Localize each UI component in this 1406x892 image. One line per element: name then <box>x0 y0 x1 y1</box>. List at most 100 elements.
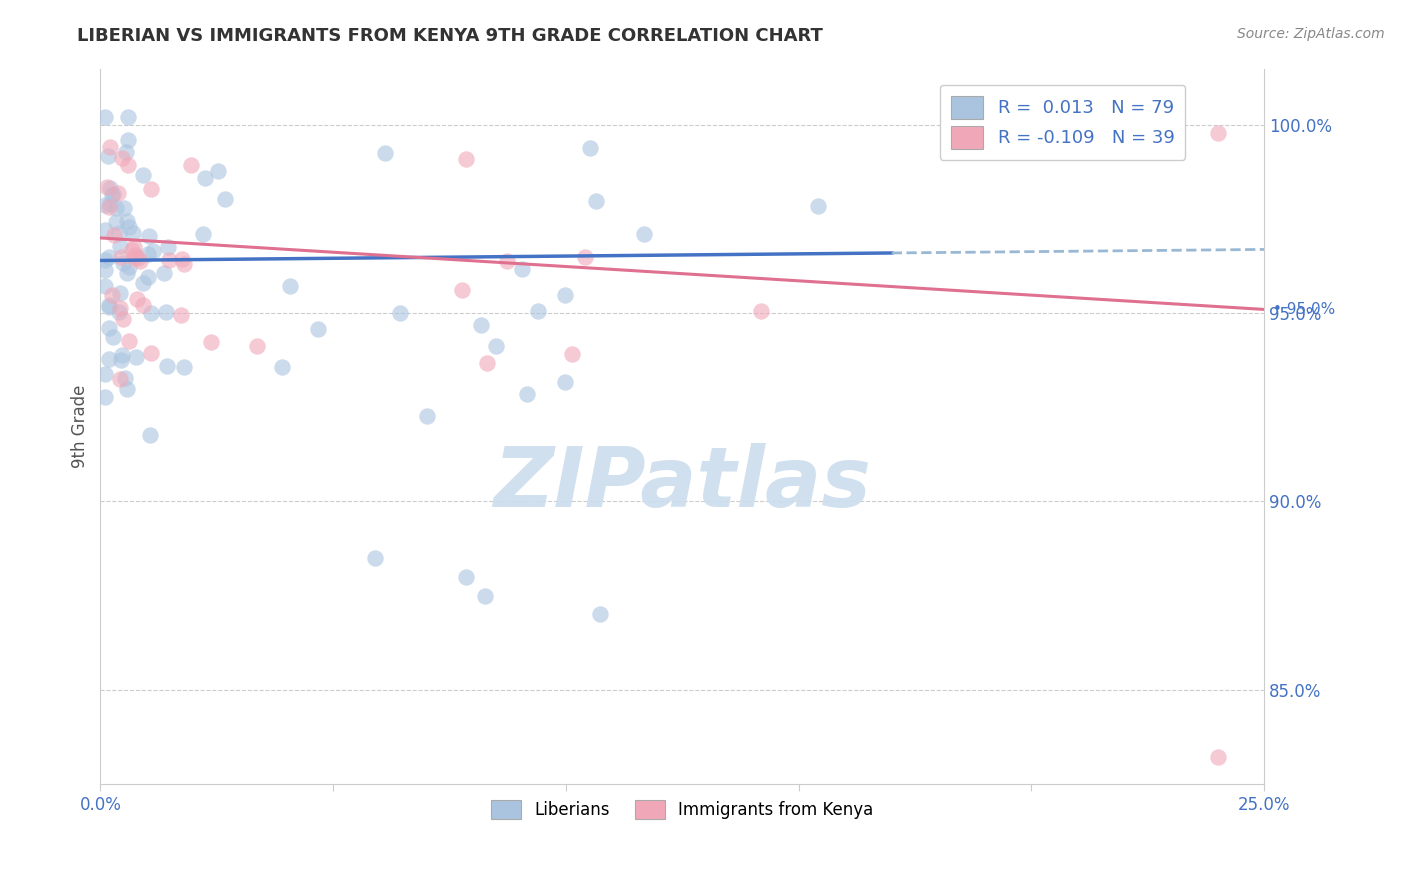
Point <box>156 240 179 254</box>
Point <box>173 359 195 374</box>
Point <box>117 111 139 125</box>
Point <box>364 550 387 565</box>
Point <box>138 247 160 261</box>
Point <box>97 250 120 264</box>
Point <box>124 240 146 254</box>
Point <box>97 149 120 163</box>
Point <box>138 229 160 244</box>
Y-axis label: 9th Grade: 9th Grade <box>72 384 89 467</box>
Point <box>172 252 194 267</box>
Point <box>169 308 191 322</box>
Legend: Liberians, Immigrants from Kenya: Liberians, Immigrants from Kenya <box>485 793 880 825</box>
Text: Source: ZipAtlas.com: Source: ZipAtlas.com <box>1237 27 1385 41</box>
Point <box>374 145 396 160</box>
Point <box>496 254 519 268</box>
Point <box>118 260 141 274</box>
Point <box>132 168 155 182</box>
Point <box>111 311 134 326</box>
Point <box>451 283 474 297</box>
Point <box>107 305 129 319</box>
Point <box>108 301 131 315</box>
Point <box>108 226 131 240</box>
Point <box>125 292 148 306</box>
Point <box>561 346 583 360</box>
Text: • 95.0%: • 95.0% <box>1272 301 1334 317</box>
Point <box>485 339 508 353</box>
Point <box>200 334 222 349</box>
Point <box>807 199 830 213</box>
Point <box>100 188 122 202</box>
Point <box>1108 111 1130 125</box>
Point <box>454 570 477 584</box>
Point <box>98 180 121 194</box>
Point <box>554 288 576 302</box>
Point <box>110 151 132 165</box>
Point <box>579 141 602 155</box>
Point <box>1206 126 1229 140</box>
Point <box>118 334 141 349</box>
Point <box>115 382 138 396</box>
Point <box>98 300 121 314</box>
Point <box>470 318 492 333</box>
Point <box>121 244 143 258</box>
Point <box>98 321 121 335</box>
Point <box>96 179 118 194</box>
Point <box>554 376 576 390</box>
Point <box>132 276 155 290</box>
Point <box>1206 750 1229 764</box>
Point <box>101 288 124 302</box>
Point <box>136 270 159 285</box>
Point <box>103 228 125 243</box>
Point <box>574 250 596 264</box>
Point <box>117 266 139 280</box>
Point <box>527 304 550 318</box>
Point <box>138 428 160 442</box>
Point <box>118 219 141 234</box>
Point <box>104 215 127 229</box>
Point <box>173 256 195 270</box>
Point <box>510 261 533 276</box>
Point <box>110 353 132 368</box>
Point <box>94 263 117 277</box>
Point <box>749 304 772 318</box>
Point <box>139 182 162 196</box>
Point <box>94 253 117 268</box>
Point <box>191 227 214 241</box>
Point <box>589 607 612 622</box>
Point <box>107 186 129 200</box>
Point <box>129 253 152 268</box>
Point <box>207 164 229 178</box>
Point <box>114 371 136 385</box>
Point <box>97 298 120 312</box>
Point <box>122 252 145 266</box>
Point <box>117 158 139 172</box>
Point <box>94 368 117 382</box>
Point <box>117 133 139 147</box>
Point <box>104 201 127 215</box>
Point <box>101 187 124 202</box>
Text: LIBERIAN VS IMMIGRANTS FROM KENYA 9TH GRADE CORRELATION CHART: LIBERIAN VS IMMIGRANTS FROM KENYA 9TH GR… <box>77 27 823 45</box>
Point <box>245 339 267 353</box>
Point <box>139 346 162 360</box>
Point <box>153 266 176 280</box>
Point <box>112 201 135 215</box>
Point <box>111 256 134 270</box>
Point <box>94 390 117 404</box>
Point <box>110 250 132 264</box>
Point <box>416 409 439 423</box>
Point <box>307 322 329 336</box>
Point <box>108 285 131 300</box>
Point <box>214 192 236 206</box>
Point <box>110 372 132 386</box>
Point <box>475 356 498 370</box>
Point <box>122 226 145 240</box>
Point <box>139 306 162 320</box>
Point <box>633 227 655 241</box>
Text: ZIPatlas: ZIPatlas <box>494 442 872 524</box>
Point <box>111 348 134 362</box>
Point <box>271 359 294 374</box>
Point <box>280 279 302 293</box>
Point <box>585 194 607 209</box>
Point <box>142 244 165 258</box>
Point <box>117 213 139 227</box>
